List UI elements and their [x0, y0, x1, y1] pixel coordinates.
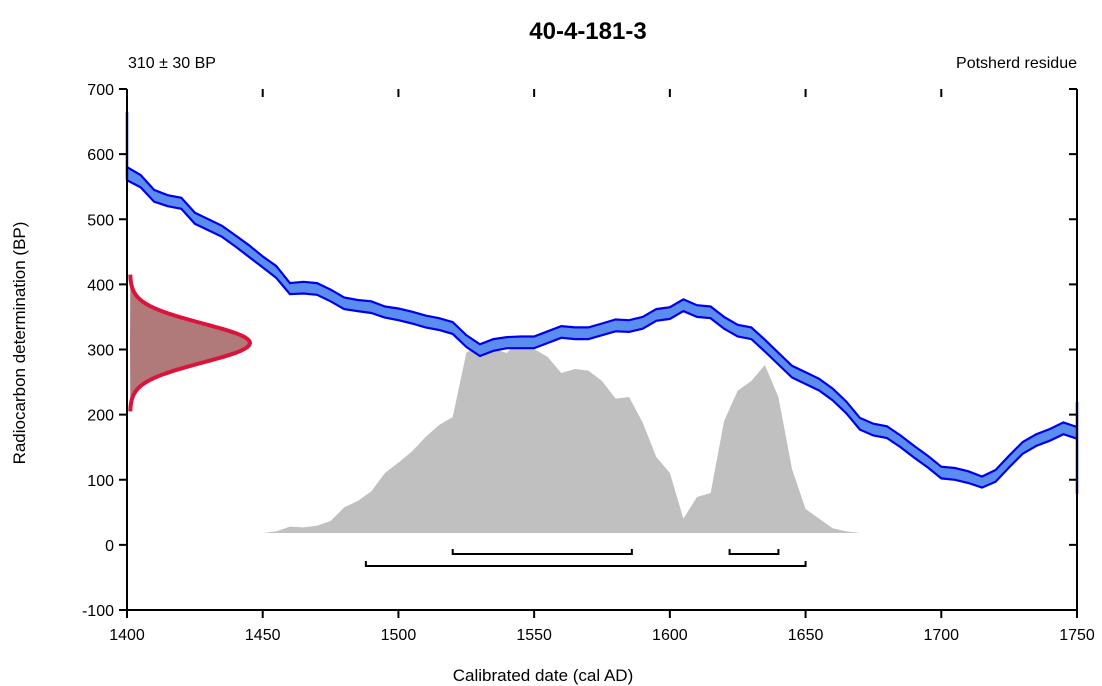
y-tick-label: -100 — [82, 603, 114, 620]
calibration-curve-upper — [126, 166, 1078, 478]
calibration-curve-lower — [126, 179, 1078, 489]
measurement-label: 310 ± 30 BP — [128, 55, 216, 72]
x-tick-label: 1750 — [1059, 627, 1095, 644]
x-axis-title: Calibrated date (cal AD) — [453, 666, 633, 685]
calibrated-range-2 — [728, 549, 780, 555]
y-tick-label: 500 — [87, 212, 114, 229]
y-tick-label: 0 — [105, 538, 114, 555]
measurement-distribution-fill — [130, 274, 250, 412]
y-axis-title: Radiocarbon determination (BP) — [10, 222, 29, 465]
x-tick-label: 1600 — [652, 627, 688, 644]
y-tick-label: 300 — [87, 343, 114, 360]
x-tick-label: 1550 — [516, 627, 552, 644]
x-tick-label: 1700 — [923, 627, 959, 644]
y-tick-label: 100 — [87, 473, 114, 490]
plot-area — [125, 112, 1079, 567]
calibrated-range-1 — [451, 549, 633, 555]
measurement-distribution-outline — [128, 274, 253, 412]
y-tick-label: 700 — [87, 82, 114, 99]
y-tick-label: 400 — [87, 277, 114, 294]
sample-label: Potsherd residue — [956, 55, 1077, 72]
y-tick-label: 200 — [87, 408, 114, 425]
x-tick-label: 1500 — [381, 627, 417, 644]
chart-title: 40-4-181-3 — [529, 18, 646, 45]
posterior-distribution — [262, 337, 874, 533]
x-tick-label: 1450 — [245, 627, 281, 644]
y-tick-label: 600 — [87, 147, 114, 164]
axis-ticks: 1400 1450 1500 1550 1600 1650 1700 1750 -100 0 100… — [82, 82, 1095, 644]
x-tick-label: 1400 — [109, 627, 145, 644]
calibration-curve-band — [127, 167, 1077, 488]
calibrated-range-3 — [364, 561, 807, 567]
x-tick-label: 1650 — [788, 627, 824, 644]
